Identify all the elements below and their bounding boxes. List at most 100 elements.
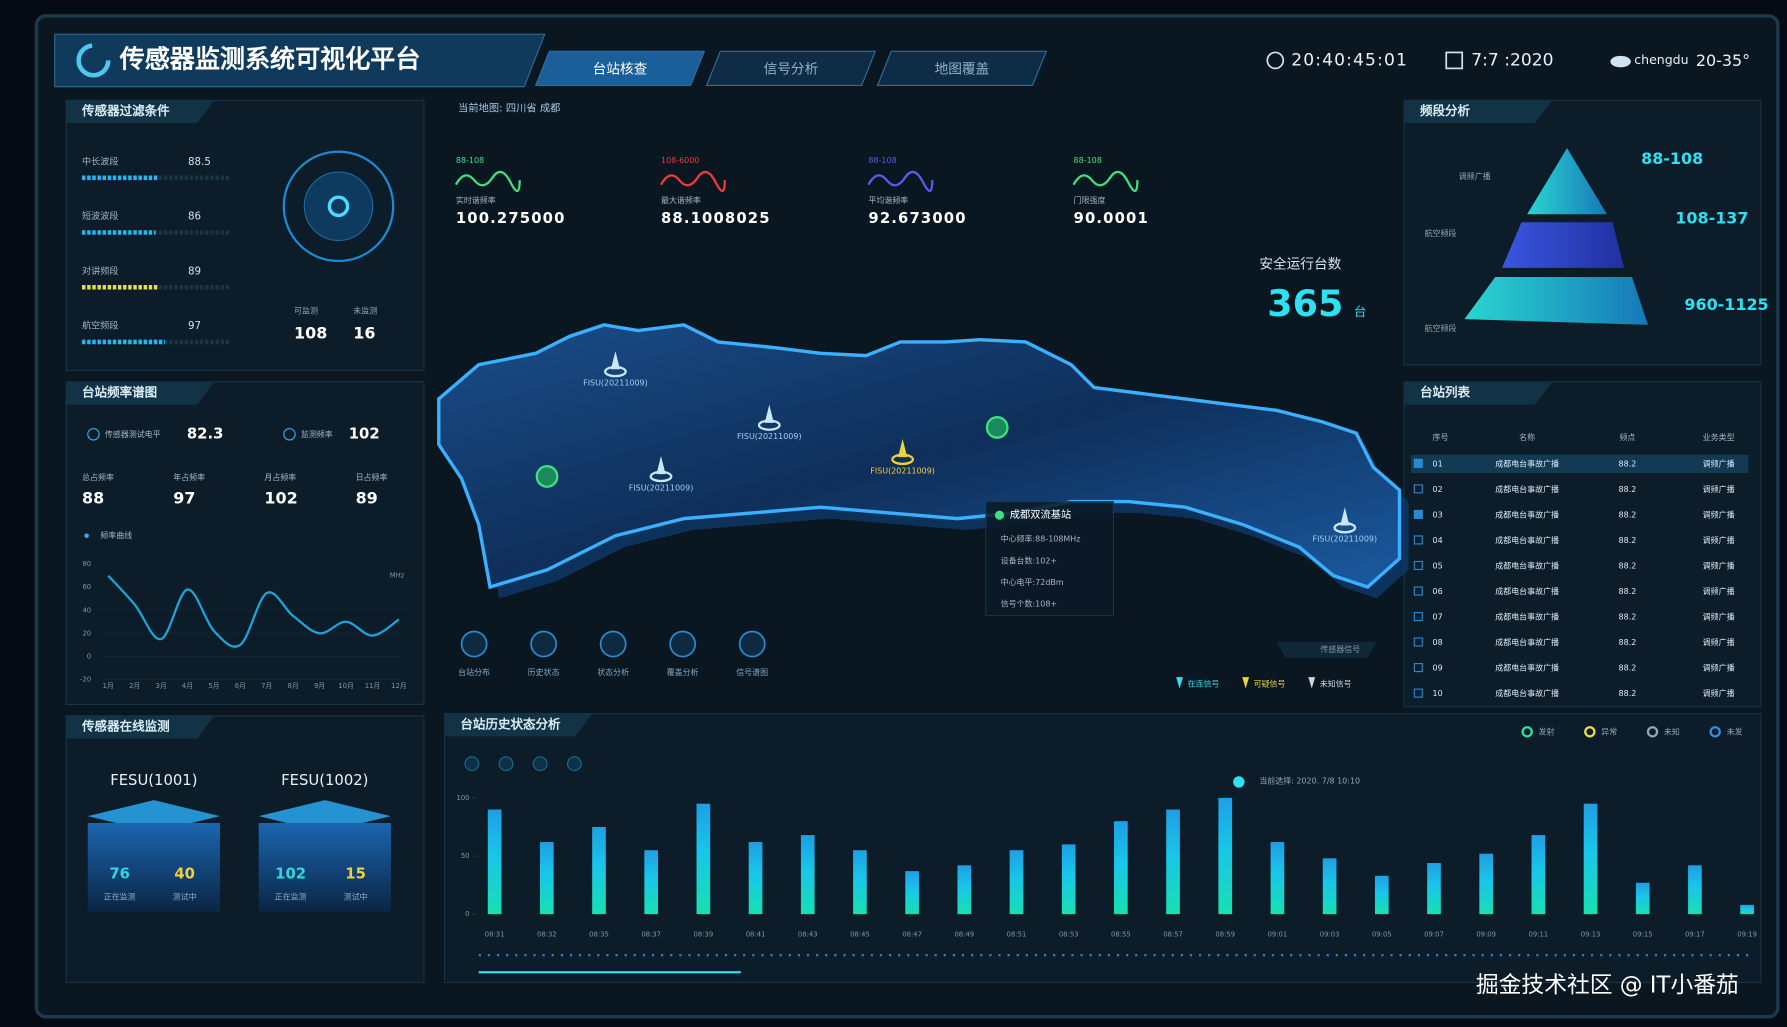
bar[interactable] xyxy=(1740,904,1754,915)
bar[interactable] xyxy=(957,865,972,915)
tool-label: 台站分布 xyxy=(458,667,490,677)
tool-icon[interactable] xyxy=(530,630,558,658)
bar[interactable] xyxy=(748,842,763,915)
bar[interactable] xyxy=(1688,865,1702,915)
bar[interactable] xyxy=(1427,862,1441,915)
bar[interactable] xyxy=(800,835,815,915)
tool-icon[interactable] xyxy=(599,630,627,658)
metric-label: 平均谐频率 xyxy=(868,195,908,205)
bar[interactable] xyxy=(487,809,502,915)
control-icon[interactable] xyxy=(566,756,582,772)
metric-label: 监测频率 xyxy=(301,429,333,439)
bar[interactable] xyxy=(1061,844,1076,915)
y-tick-label: 100 xyxy=(456,794,469,802)
cell: 88.2 xyxy=(1619,613,1637,622)
y-tick-label: 0 xyxy=(465,910,469,918)
x-tick-label: 08:35 xyxy=(589,931,609,939)
row-checkbox[interactable] xyxy=(1413,560,1423,571)
panel-header xyxy=(66,715,215,739)
page-title: 传感器监测系统可视化平台 xyxy=(119,44,421,73)
y-tick-label: -20 xyxy=(80,675,91,683)
tab[interactable] xyxy=(876,50,1048,87)
row-checkbox[interactable] xyxy=(1413,509,1423,519)
row-checkbox[interactable] xyxy=(1413,586,1423,596)
bar[interactable] xyxy=(1531,835,1546,915)
bar[interactable] xyxy=(1166,809,1180,915)
tab-label: 台站核查 xyxy=(593,62,648,78)
row-checkbox[interactable] xyxy=(1413,688,1423,698)
cell: 成都电台事故广播 xyxy=(1495,637,1559,647)
chart-title: 频率曲线 xyxy=(100,530,132,540)
watermark: 掘金技术社区 @ IT小番茄 xyxy=(1476,972,1739,998)
bar[interactable] xyxy=(1322,858,1337,915)
bar[interactable] xyxy=(1374,875,1389,915)
cell: 调频广播 xyxy=(1703,458,1735,468)
tool-icon[interactable] xyxy=(669,630,697,658)
x-tick-label: 9月 xyxy=(314,682,325,690)
bar[interactable] xyxy=(592,826,606,915)
x-tick-label: 09:17 xyxy=(1685,931,1705,939)
marker-label: FISU(20211009) xyxy=(1313,535,1378,544)
control-icon[interactable] xyxy=(532,756,548,772)
signal-band xyxy=(1276,641,1377,658)
bar[interactable] xyxy=(696,803,711,915)
bar[interactable] xyxy=(1635,882,1650,915)
stat-value: 89 xyxy=(356,489,378,508)
marker[interactable] xyxy=(610,351,620,370)
filter-label: 短波波段 xyxy=(82,210,118,222)
cell: 02 xyxy=(1433,485,1443,494)
tooltip: 当前选择: 2020. 7/8 10:10 xyxy=(1259,775,1360,785)
bar[interactable] xyxy=(1583,803,1598,915)
row-checkbox[interactable] xyxy=(1413,535,1423,545)
cell: 06 xyxy=(1433,587,1443,596)
row-checkbox[interactable] xyxy=(1413,484,1423,494)
marker[interactable] xyxy=(656,455,666,475)
tool-icon[interactable] xyxy=(460,630,488,658)
bar[interactable] xyxy=(644,850,659,915)
column-header: 名称 xyxy=(1519,432,1535,442)
legend-label: 未知信号 xyxy=(1320,678,1352,688)
row-checkbox[interactable] xyxy=(1413,663,1423,673)
stat-label: 日占频率 xyxy=(356,472,388,482)
radar-ring xyxy=(282,150,395,263)
legend-label: 未知 xyxy=(1664,726,1680,736)
tool-icon[interactable] xyxy=(738,630,766,658)
bar[interactable] xyxy=(1270,842,1285,915)
marker[interactable] xyxy=(898,438,908,458)
marker[interactable] xyxy=(764,404,774,423)
metric-value: 92.673000 xyxy=(868,210,966,227)
stat-label: 年占频率 xyxy=(173,472,205,482)
x-tick-label: 09:13 xyxy=(1581,931,1601,939)
control-icon[interactable] xyxy=(464,756,480,772)
bar[interactable] xyxy=(1218,797,1233,915)
filter-label: 航空频段 xyxy=(82,319,118,331)
legend-label: 异常 xyxy=(1601,727,1617,736)
x-tick-label: 08:47 xyxy=(902,931,922,939)
pyramid-bottom xyxy=(1464,276,1648,325)
bar[interactable] xyxy=(1479,853,1494,915)
metric-wave xyxy=(867,170,934,193)
pyramid-top xyxy=(1527,148,1607,215)
bar[interactable] xyxy=(539,842,554,915)
cell: 01 xyxy=(1433,459,1443,468)
control-icon[interactable] xyxy=(498,756,514,772)
bar[interactable] xyxy=(905,871,919,915)
tab[interactable] xyxy=(705,50,877,87)
row-checkbox[interactable] xyxy=(1413,637,1423,647)
bar[interactable] xyxy=(853,850,867,915)
popup xyxy=(985,500,1115,617)
stat-value: 97 xyxy=(173,489,195,508)
row-checkbox[interactable] xyxy=(1413,611,1423,622)
clock-icon xyxy=(1266,51,1285,70)
x-tick-label: 8月 xyxy=(288,682,299,690)
row-checkbox[interactable] xyxy=(1413,458,1423,468)
tab[interactable] xyxy=(534,50,706,87)
bar[interactable] xyxy=(1114,821,1128,915)
cell: 07 xyxy=(1433,613,1443,622)
y-tick-label: 40 xyxy=(82,606,91,614)
legend-icon xyxy=(1242,677,1250,689)
band-label: 108-137 xyxy=(1675,208,1748,227)
cell: 88.2 xyxy=(1619,510,1637,519)
bar[interactable] xyxy=(1009,850,1024,915)
marker[interactable] xyxy=(1340,507,1350,526)
